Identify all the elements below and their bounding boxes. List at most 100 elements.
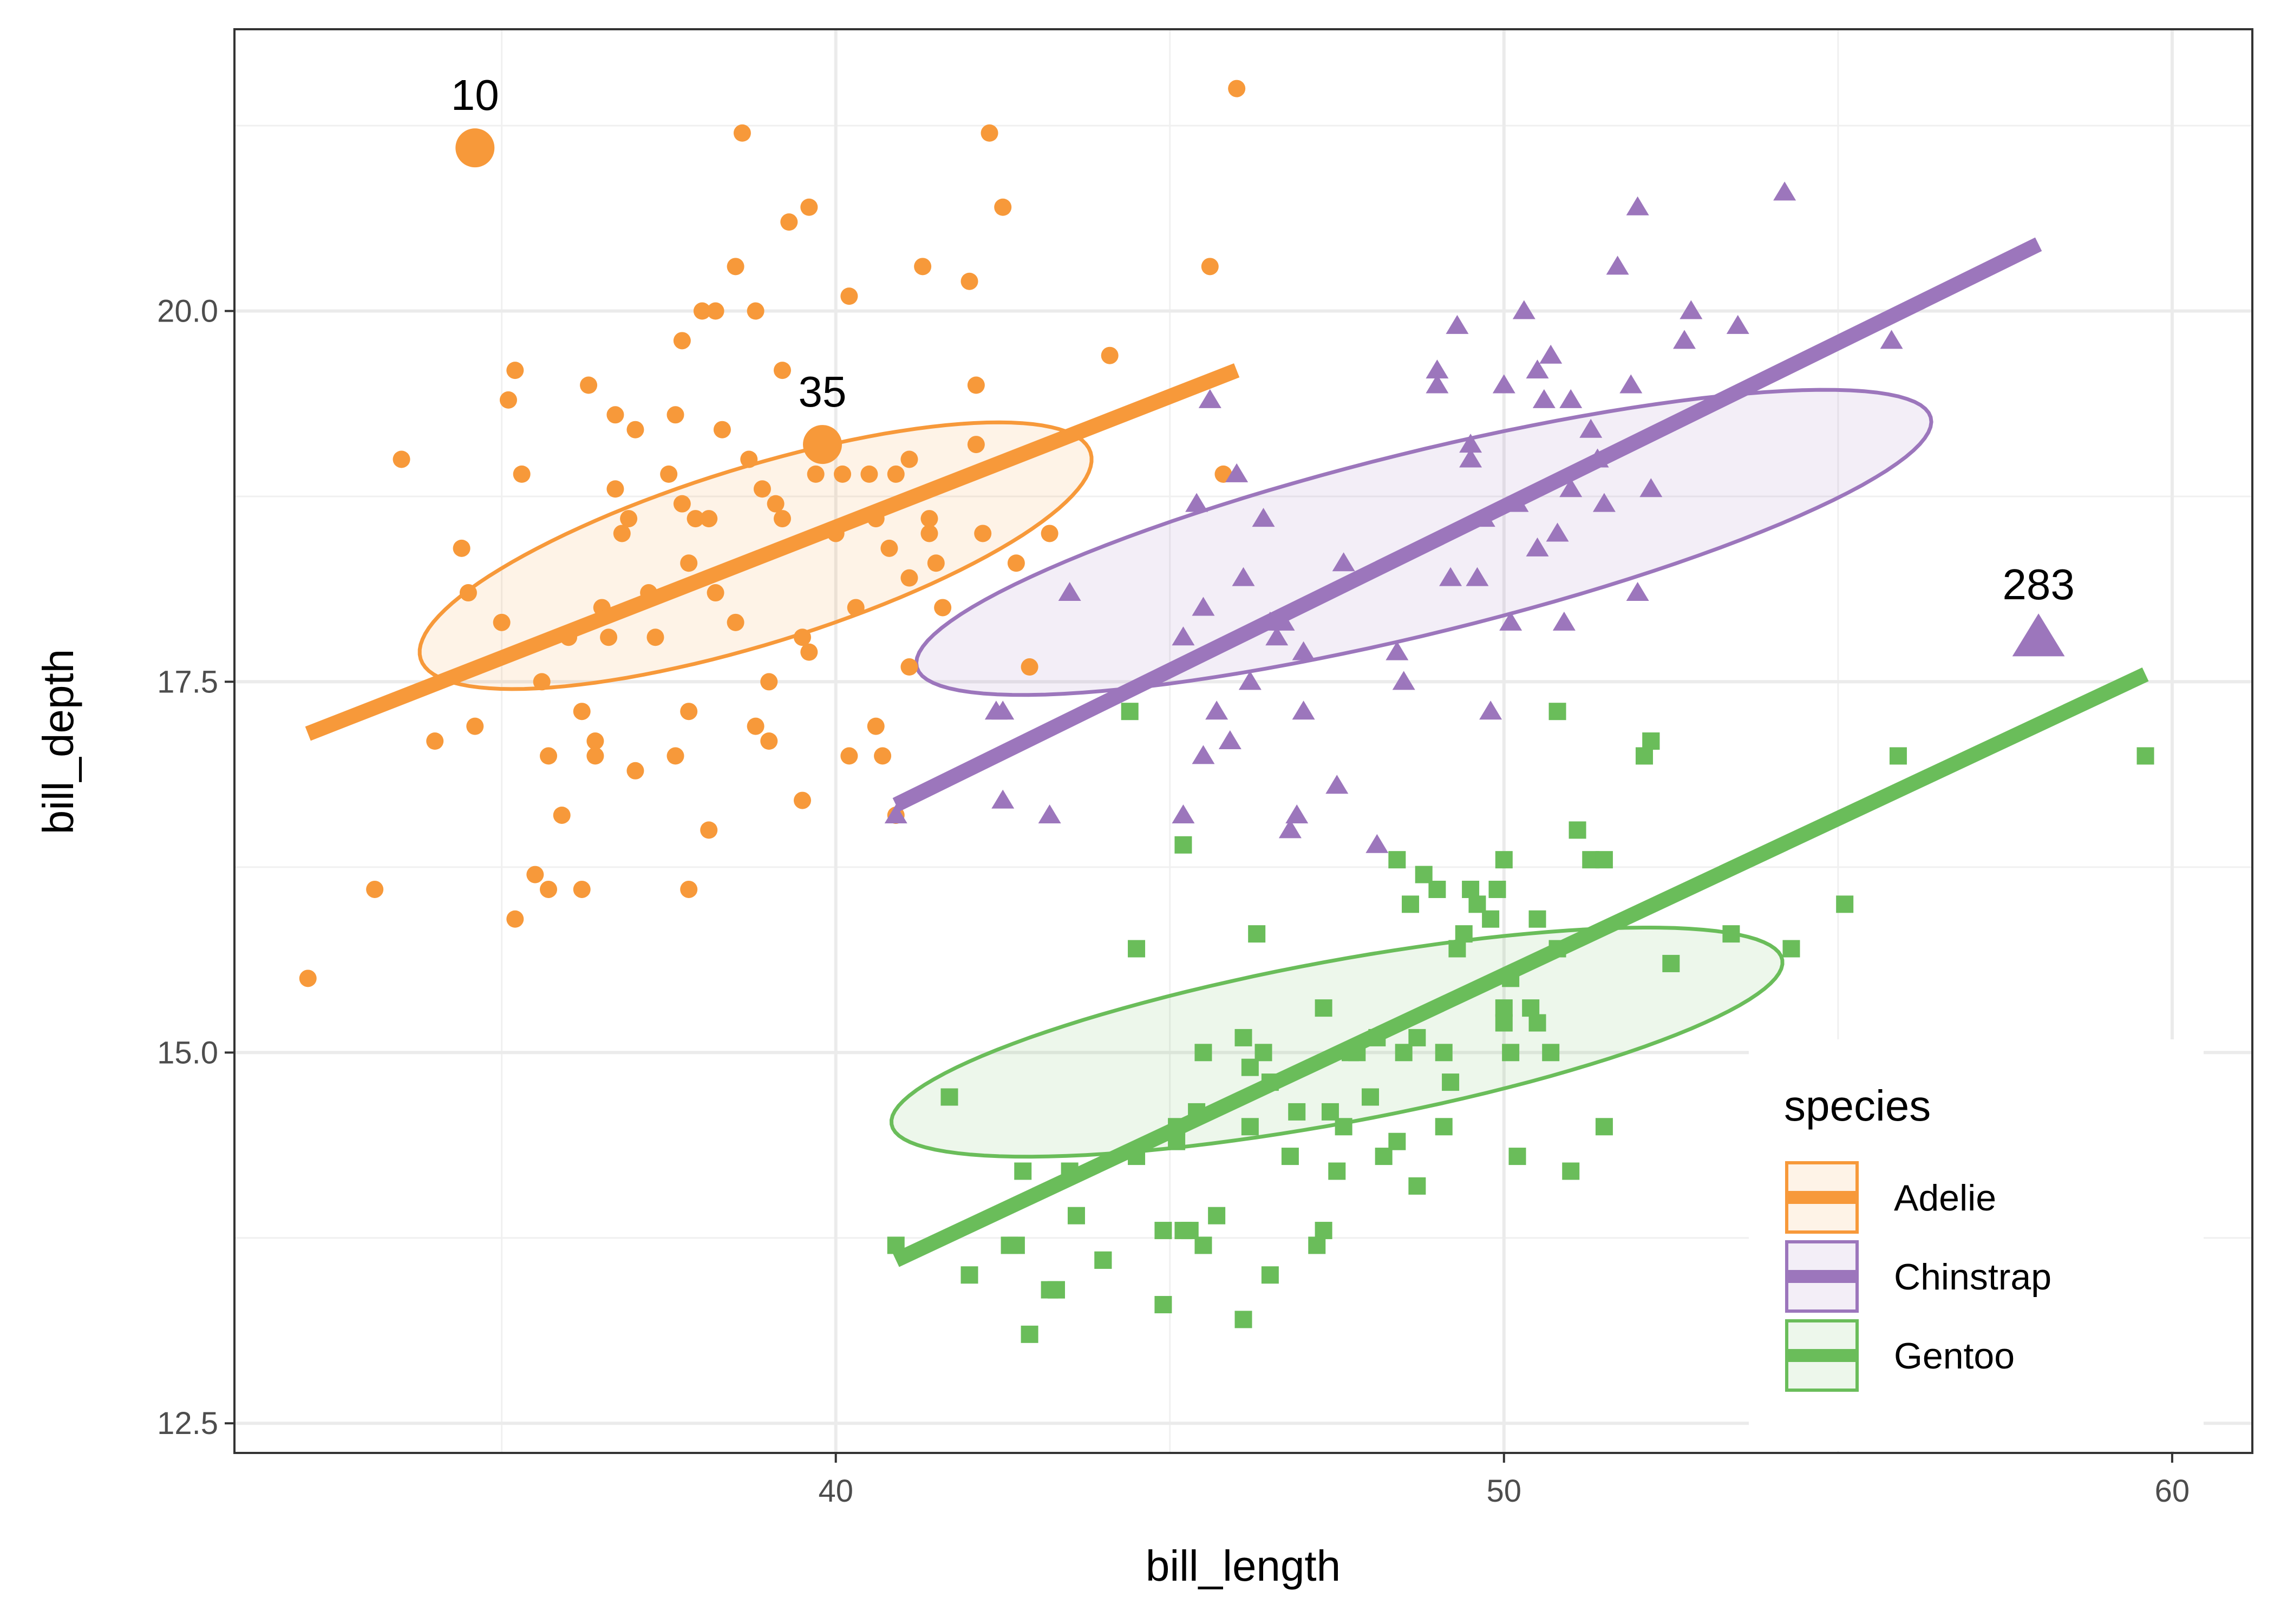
point-adelie	[700, 821, 718, 839]
point-adelie	[967, 376, 985, 394]
point-gentoo	[1595, 851, 1613, 869]
point-gentoo	[1014, 1162, 1032, 1180]
point-adelie	[780, 213, 798, 231]
point-gentoo	[1395, 1044, 1413, 1062]
point-adelie	[620, 510, 638, 528]
point-gentoo	[1321, 1103, 1339, 1121]
point-adelie	[773, 510, 791, 528]
point-gentoo	[1462, 880, 1480, 898]
point-gentoo	[1542, 1044, 1560, 1062]
regression-line-chinstrap	[892, 237, 2042, 812]
point-chinstrap	[1365, 834, 1389, 853]
legend-title: species	[1784, 1082, 1931, 1130]
point-gentoo	[960, 1266, 978, 1284]
point-annotations: 10 35 283	[451, 71, 2075, 657]
y-axis-title: bill_depth	[34, 649, 82, 835]
point-adelie	[747, 302, 764, 320]
point-chinstrap	[1466, 567, 1489, 586]
point-adelie	[453, 539, 471, 557]
point-adelie	[807, 465, 825, 483]
point-gentoo	[1181, 1222, 1199, 1240]
point-chinstrap	[1619, 374, 1643, 394]
point-gentoo	[1662, 954, 1680, 972]
point-gentoo	[1328, 1162, 1346, 1180]
point-gentoo	[1154, 1296, 1172, 1314]
point-adelie	[526, 866, 544, 883]
point-chinstrap	[1205, 700, 1229, 720]
point-adelie	[573, 880, 591, 898]
point-gentoo	[1121, 703, 1139, 721]
point-chinstrap	[884, 804, 907, 823]
point-adelie	[366, 880, 384, 898]
point-chinstrap	[1539, 344, 1563, 364]
point-adelie	[613, 525, 631, 542]
point-adelie	[553, 806, 571, 824]
axis-ticks: 40 50 60 12.5 15.0 17.5 20.0	[157, 294, 2190, 1509]
point-adelie	[393, 450, 410, 468]
point-gentoo	[1528, 910, 1546, 928]
point-adelie	[887, 465, 905, 483]
point-gentoo	[1508, 1148, 1526, 1165]
point-gentoo	[1261, 1266, 1279, 1284]
point-adelie	[687, 510, 704, 528]
point-chinstrap	[1185, 493, 1208, 512]
point-adelie	[540, 747, 558, 765]
point-adelie	[753, 480, 771, 498]
point-gentoo	[1361, 1088, 1379, 1106]
point-gentoo	[1495, 851, 1513, 869]
point-chinstrap	[1546, 522, 1569, 542]
point-adelie	[707, 302, 724, 320]
point-gentoo	[1442, 1073, 1460, 1091]
point-adelie	[680, 703, 698, 721]
point-adelie	[914, 258, 932, 276]
point-adelie	[840, 747, 858, 765]
point-chinstrap	[1439, 567, 1462, 586]
point-gentoo	[1308, 1236, 1326, 1254]
y-tick-label: 15.0	[157, 1035, 218, 1070]
point-adelie	[680, 880, 698, 898]
point-adelie	[626, 762, 644, 780]
point-adelie	[920, 525, 938, 542]
point-gentoo	[1194, 1236, 1212, 1254]
point-adelie	[994, 198, 1012, 216]
point-adelie	[459, 584, 477, 602]
point-adelie	[466, 717, 484, 735]
point-gentoo	[1468, 895, 1486, 913]
point-chinstrap	[1459, 448, 1482, 468]
annotation-label-35: 35	[799, 368, 847, 416]
point-gentoo	[1241, 1118, 1259, 1136]
point-chinstrap	[1559, 389, 1583, 408]
point-gentoo	[1836, 895, 1854, 913]
point-gentoo	[1408, 1029, 1426, 1046]
point-adelie	[666, 747, 684, 765]
x-tick-label: 60	[2155, 1474, 2190, 1509]
point-adelie	[747, 717, 764, 735]
point-adelie	[767, 495, 785, 513]
point-chinstrap	[1392, 671, 1415, 690]
regression-line-adelie	[305, 363, 1240, 741]
point-chinstrap	[1880, 330, 1903, 349]
point-adelie	[646, 628, 664, 646]
point-gentoo	[1408, 1177, 1426, 1195]
point-gentoo	[2136, 747, 2154, 765]
point-adelie	[693, 302, 711, 320]
point-chinstrap	[1773, 181, 1796, 201]
point-adelie	[900, 450, 918, 468]
point-adelie	[920, 510, 938, 528]
legend-label-chinstrap: Chinstrap	[1894, 1256, 2051, 1298]
point-chinstrap	[1526, 359, 1549, 379]
point-adelie	[847, 599, 865, 617]
point-adelie	[967, 436, 985, 454]
point-gentoo	[1482, 910, 1500, 928]
point-chinstrap	[1526, 537, 1549, 556]
point-gentoo	[1208, 1207, 1226, 1224]
point-gentoo	[1194, 1044, 1212, 1062]
plot-panel-border	[233, 28, 2253, 1454]
point-adelie	[740, 450, 758, 468]
point-chinstrap	[1606, 256, 1629, 275]
point-adelie	[927, 554, 945, 572]
point-gentoo	[1174, 836, 1192, 854]
point-adelie	[513, 465, 531, 483]
y-tick-label: 20.0	[157, 294, 218, 329]
